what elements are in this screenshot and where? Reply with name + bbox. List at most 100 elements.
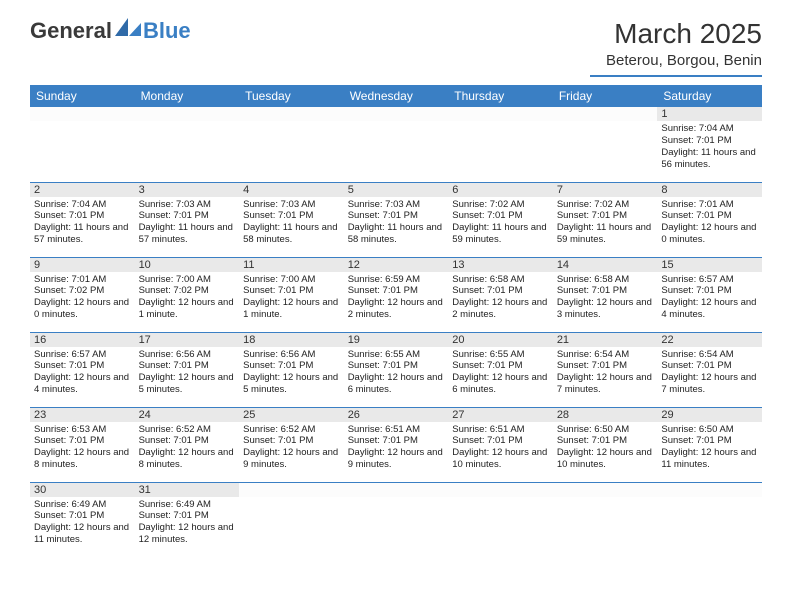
sunset-text: Sunset: 7:01 PM [557, 285, 654, 297]
day-text: Sunrise: 6:54 AMSunset: 7:01 PMDaylight:… [657, 347, 762, 400]
day-number: 12 [344, 258, 449, 272]
logo-text-blue: Blue [143, 18, 191, 44]
day-number: 22 [657, 333, 762, 347]
calendar-cell: 14Sunrise: 6:58 AMSunset: 7:01 PMDayligh… [553, 257, 658, 332]
day-text: Sunrise: 6:59 AMSunset: 7:01 PMDaylight:… [344, 272, 449, 325]
sunset-text: Sunset: 7:01 PM [348, 210, 445, 222]
calendar-week: 16Sunrise: 6:57 AMSunset: 7:01 PMDayligh… [30, 332, 762, 407]
sunrise-text: Sunrise: 6:56 AM [243, 349, 340, 361]
month-title: March 2025 [590, 18, 762, 50]
daylight-text: Daylight: 12 hours and 0 minutes. [34, 297, 131, 321]
day-text: Sunrise: 6:55 AMSunset: 7:01 PMDaylight:… [448, 347, 553, 400]
day-number [135, 107, 240, 121]
daylight-text: Daylight: 11 hours and 59 minutes. [452, 222, 549, 246]
daylight-text: Daylight: 12 hours and 2 minutes. [348, 297, 445, 321]
daylight-text: Daylight: 12 hours and 1 minute. [243, 297, 340, 321]
day-number [448, 483, 553, 497]
sunrise-text: Sunrise: 6:58 AM [557, 274, 654, 286]
sunrise-text: Sunrise: 7:04 AM [661, 123, 758, 135]
sunset-text: Sunset: 7:01 PM [243, 360, 340, 372]
sunrise-text: Sunrise: 7:00 AM [243, 274, 340, 286]
day-number: 1 [657, 107, 762, 121]
sunset-text: Sunset: 7:01 PM [34, 510, 131, 522]
day-number: 11 [239, 258, 344, 272]
calendar-cell [553, 482, 658, 557]
sunrise-text: Sunrise: 6:50 AM [557, 424, 654, 436]
calendar-cell: 7Sunrise: 7:02 AMSunset: 7:01 PMDaylight… [553, 182, 658, 257]
daylight-text: Daylight: 12 hours and 7 minutes. [557, 372, 654, 396]
sunset-text: Sunset: 7:01 PM [661, 435, 758, 447]
sunset-text: Sunset: 7:01 PM [452, 285, 549, 297]
day-text: Sunrise: 6:58 AMSunset: 7:01 PMDaylight:… [448, 272, 553, 325]
calendar-table: SundayMondayTuesdayWednesdayThursdayFrid… [30, 85, 762, 557]
sunrise-text: Sunrise: 6:52 AM [243, 424, 340, 436]
calendar-cell: 6Sunrise: 7:02 AMSunset: 7:01 PMDaylight… [448, 182, 553, 257]
calendar-cell: 13Sunrise: 6:58 AMSunset: 7:01 PMDayligh… [448, 257, 553, 332]
day-number: 4 [239, 183, 344, 197]
daylight-text: Daylight: 12 hours and 11 minutes. [661, 447, 758, 471]
day-number: 8 [657, 183, 762, 197]
day-header: Friday [553, 85, 658, 107]
calendar-cell: 5Sunrise: 7:03 AMSunset: 7:01 PMDaylight… [344, 182, 449, 257]
daylight-text: Daylight: 12 hours and 8 minutes. [34, 447, 131, 471]
title-block: March 2025 Beterou, Borgou, Benin [590, 18, 762, 77]
daylight-text: Daylight: 12 hours and 0 minutes. [661, 222, 758, 246]
sunrise-text: Sunrise: 7:02 AM [557, 199, 654, 211]
day-number: 19 [344, 333, 449, 347]
calendar-cell: 1Sunrise: 7:04 AMSunset: 7:01 PMDaylight… [657, 107, 762, 182]
day-text: Sunrise: 6:52 AMSunset: 7:01 PMDaylight:… [135, 422, 240, 475]
day-text: Sunrise: 7:04 AMSunset: 7:01 PMDaylight:… [657, 121, 762, 174]
day-number [344, 107, 449, 121]
sunset-text: Sunset: 7:01 PM [34, 360, 131, 372]
day-text: Sunrise: 6:58 AMSunset: 7:01 PMDaylight:… [553, 272, 658, 325]
day-text: Sunrise: 7:02 AMSunset: 7:01 PMDaylight:… [448, 197, 553, 250]
day-text: Sunrise: 6:57 AMSunset: 7:01 PMDaylight:… [657, 272, 762, 325]
sunset-text: Sunset: 7:01 PM [661, 285, 758, 297]
daylight-text: Daylight: 11 hours and 58 minutes. [348, 222, 445, 246]
sunset-text: Sunset: 7:01 PM [139, 435, 236, 447]
daylight-text: Daylight: 12 hours and 9 minutes. [348, 447, 445, 471]
calendar-cell: 31Sunrise: 6:49 AMSunset: 7:01 PMDayligh… [135, 482, 240, 557]
calendar-cell: 12Sunrise: 6:59 AMSunset: 7:01 PMDayligh… [344, 257, 449, 332]
day-number [553, 107, 658, 121]
logo-text-general: General [30, 18, 112, 44]
sunset-text: Sunset: 7:01 PM [139, 210, 236, 222]
day-number: 15 [657, 258, 762, 272]
day-text: Sunrise: 7:00 AMSunset: 7:02 PMDaylight:… [135, 272, 240, 325]
day-number: 31 [135, 483, 240, 497]
day-number [657, 483, 762, 497]
sunrise-text: Sunrise: 6:57 AM [661, 274, 758, 286]
day-number [239, 483, 344, 497]
calendar-week: 23Sunrise: 6:53 AMSunset: 7:01 PMDayligh… [30, 407, 762, 482]
calendar-cell [553, 107, 658, 182]
sunset-text: Sunset: 7:01 PM [139, 360, 236, 372]
daylight-text: Daylight: 12 hours and 12 minutes. [139, 522, 236, 546]
day-number: 14 [553, 258, 658, 272]
calendar-cell [344, 482, 449, 557]
sunrise-text: Sunrise: 7:03 AM [139, 199, 236, 211]
sunset-text: Sunset: 7:01 PM [557, 210, 654, 222]
calendar-cell: 21Sunrise: 6:54 AMSunset: 7:01 PMDayligh… [553, 332, 658, 407]
calendar-cell [344, 107, 449, 182]
sunrise-text: Sunrise: 7:03 AM [348, 199, 445, 211]
day-text: Sunrise: 6:52 AMSunset: 7:01 PMDaylight:… [239, 422, 344, 475]
daylight-text: Daylight: 12 hours and 10 minutes. [452, 447, 549, 471]
sunrise-text: Sunrise: 6:54 AM [557, 349, 654, 361]
sunset-text: Sunset: 7:01 PM [452, 435, 549, 447]
daylight-text: Daylight: 12 hours and 2 minutes. [452, 297, 549, 321]
day-text: Sunrise: 7:00 AMSunset: 7:01 PMDaylight:… [239, 272, 344, 325]
day-text: Sunrise: 7:01 AMSunset: 7:01 PMDaylight:… [657, 197, 762, 250]
day-number: 25 [239, 408, 344, 422]
day-number: 6 [448, 183, 553, 197]
day-text: Sunrise: 6:49 AMSunset: 7:01 PMDaylight:… [30, 497, 135, 550]
day-header: Monday [135, 85, 240, 107]
calendar-cell: 28Sunrise: 6:50 AMSunset: 7:01 PMDayligh… [553, 407, 658, 482]
day-number [553, 483, 658, 497]
day-text: Sunrise: 7:03 AMSunset: 7:01 PMDaylight:… [344, 197, 449, 250]
sunrise-text: Sunrise: 7:03 AM [243, 199, 340, 211]
calendar-cell: 25Sunrise: 6:52 AMSunset: 7:01 PMDayligh… [239, 407, 344, 482]
logo: General Blue [30, 18, 191, 44]
day-text: Sunrise: 6:56 AMSunset: 7:01 PMDaylight:… [135, 347, 240, 400]
day-text: Sunrise: 6:55 AMSunset: 7:01 PMDaylight:… [344, 347, 449, 400]
sunrise-text: Sunrise: 6:53 AM [34, 424, 131, 436]
